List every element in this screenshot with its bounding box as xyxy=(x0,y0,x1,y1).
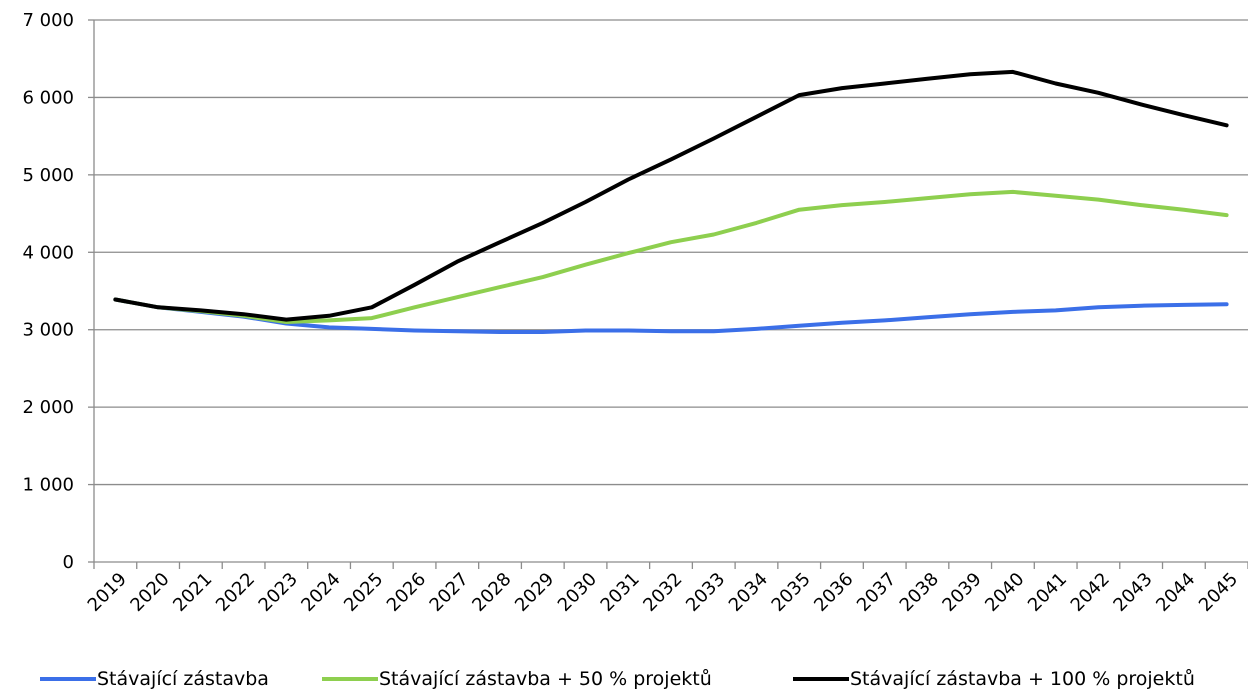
x-tick-label: 2029 xyxy=(511,569,558,616)
x-tick-label: 2040 xyxy=(981,569,1028,616)
x-tick-label: 2019 xyxy=(84,569,131,616)
y-tick-label: 3 000 xyxy=(22,320,74,341)
x-tick-label: 2038 xyxy=(896,569,943,616)
x-tick-label: 2041 xyxy=(1024,569,1071,616)
y-tick-label: 1 000 xyxy=(22,475,74,496)
x-tick-label: 2042 xyxy=(1067,569,1114,616)
x-tick-label: 2044 xyxy=(1152,569,1199,616)
x-tick-label: 2023 xyxy=(255,569,302,616)
x-tick-label: 2028 xyxy=(468,569,515,616)
x-tick-label: 2032 xyxy=(639,569,686,616)
x-tick-label: 2036 xyxy=(810,569,857,616)
x-tick-label: 2020 xyxy=(126,569,173,616)
y-tick-label: 7 000 xyxy=(22,10,74,31)
x-axis-ticks: 2019202020212022202320242025202620272028… xyxy=(84,562,1248,616)
y-tick-label: 5 000 xyxy=(22,165,74,186)
y-tick-label: 2 000 xyxy=(22,397,74,418)
x-tick-label: 2035 xyxy=(768,569,815,616)
x-tick-label: 2033 xyxy=(682,569,729,616)
x-tick-label: 2039 xyxy=(938,569,985,616)
x-tick-label: 2043 xyxy=(1109,569,1156,616)
x-tick-label: 2030 xyxy=(554,569,601,616)
x-tick-label: 2021 xyxy=(169,569,216,616)
legend-label-2: Stávající zástavba + 50 % projektů xyxy=(379,668,712,690)
axes xyxy=(93,20,1248,563)
legend-label-3: Stávající zástavba + 100 % projektů xyxy=(850,668,1195,690)
x-tick-label: 2037 xyxy=(853,569,900,616)
series-line-2 xyxy=(113,189,1229,324)
y-tick-label: 4 000 xyxy=(22,242,74,263)
x-tick-label: 2026 xyxy=(383,569,430,616)
x-tick-label: 2027 xyxy=(426,569,473,616)
series-line-1 xyxy=(113,297,1229,334)
y-tick-label: 6 000 xyxy=(22,87,74,108)
x-tick-label: 2025 xyxy=(340,569,387,616)
series-line-3 xyxy=(113,69,1229,322)
x-tick-label: 2024 xyxy=(297,569,344,616)
series-lines xyxy=(113,69,1229,334)
x-tick-label: 2022 xyxy=(212,569,259,616)
y-tick-label: 0 xyxy=(63,552,74,573)
x-tick-label: 2034 xyxy=(725,569,772,616)
legend: Stávající zástavba Stávající zástavba + 5… xyxy=(40,668,1195,690)
x-tick-label: 2031 xyxy=(597,569,644,616)
legend-label-1: Stávající zástavba xyxy=(97,668,269,690)
y-axis-ticks: 0 1 000 2 000 3 000 4 000 5 000 6 000 7 000 xyxy=(22,10,94,573)
x-tick-label: 2045 xyxy=(1195,569,1242,616)
